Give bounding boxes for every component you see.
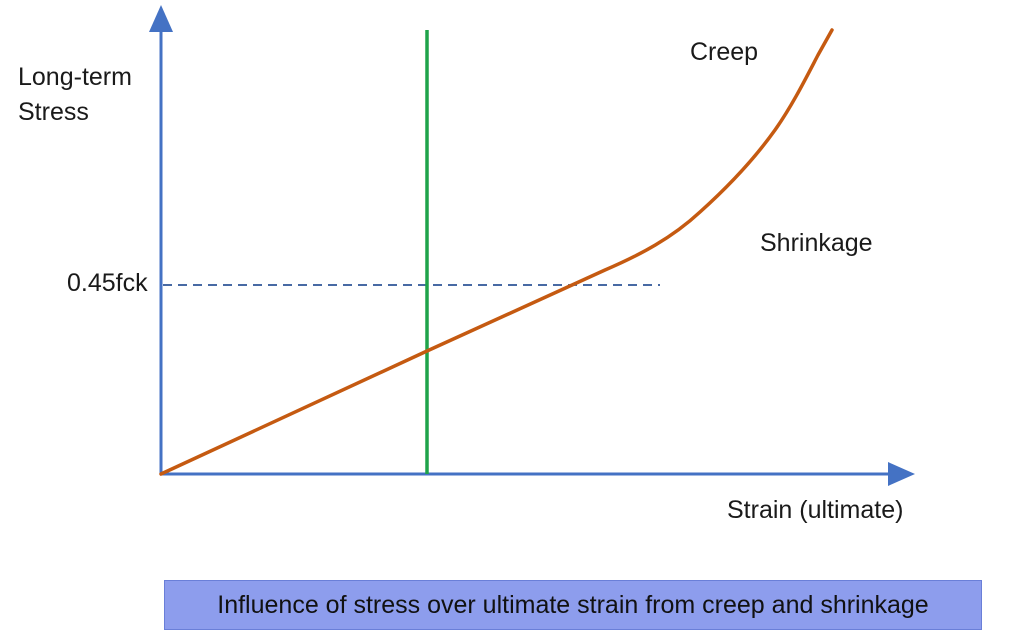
reference-stress-label: 0.45fck [67,269,148,297]
y-axis-label-line-2: Stress [18,98,89,126]
y-axis-label-line-1: Long-term [18,63,132,91]
caption-text: Influence of stress over ultimate strain… [217,590,929,619]
caption-box: Influence of stress over ultimate strain… [164,580,982,630]
shrinkage-annotation: Shrinkage [760,229,873,257]
x-axis-label: Strain (ultimate) [727,496,904,524]
creep-annotation: Creep [690,38,759,66]
stress-strain-curve [159,28,834,476]
